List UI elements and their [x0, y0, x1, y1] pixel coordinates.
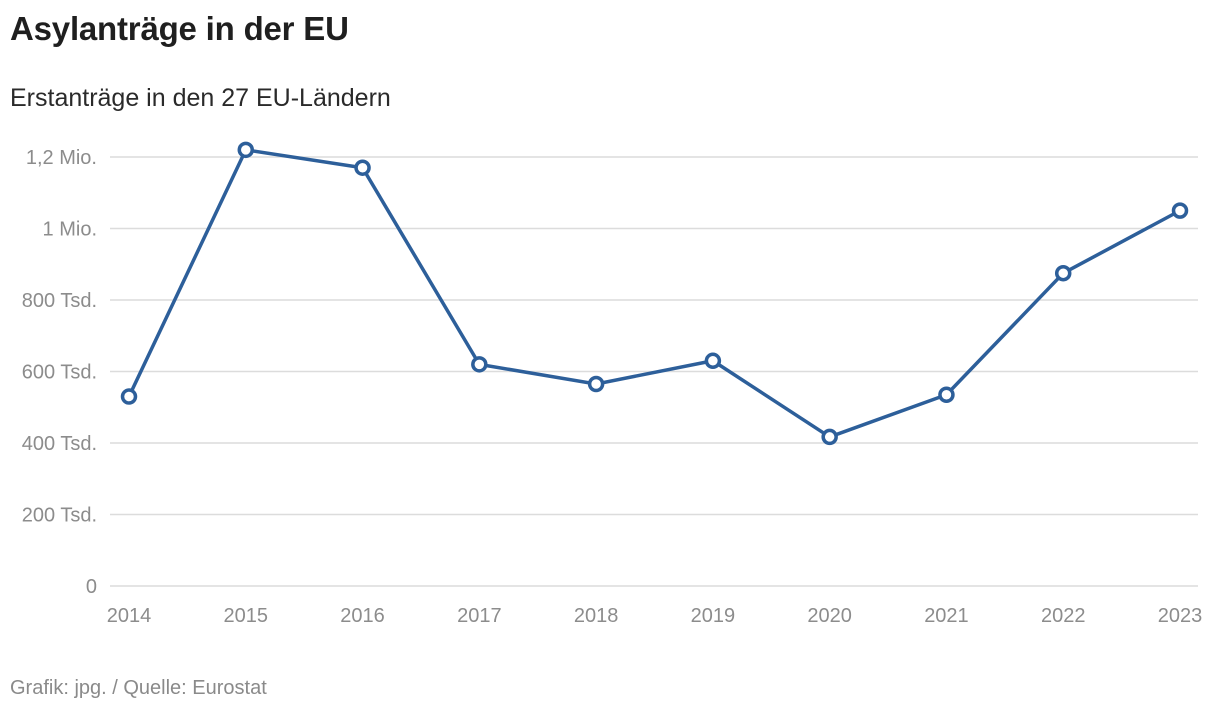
chart-subtitle: Erstanträge in den 27 EU-Ländern — [10, 84, 391, 112]
gridlines — [110, 156, 1198, 587]
x-tick-label: 2018 — [574, 605, 619, 627]
y-axis-ticks: 0 200 Tsd. 400 Tsd. 600 Tsd. 800 Tsd. 1 Mio. 1… — [22, 147, 97, 598]
source-credit: Grafik: jpg. / Quelle: Eurostat — [10, 677, 267, 699]
series-line-layer — [127, 148, 1182, 439]
data-point — [471, 356, 488, 373]
data-point — [120, 388, 138, 405]
y-tick-label: 200 Tsd. — [22, 505, 97, 527]
x-tick-label: 2017 — [457, 605, 502, 627]
chart-title: Asylanträge in der EU — [10, 10, 349, 47]
data-point — [1054, 264, 1072, 282]
x-tick-label: 2019 — [691, 605, 736, 627]
x-axis-ticks: 2014 2015 2016 2017 2018 2019 2020 2021 2022 2023 — [107, 605, 1203, 627]
data-point — [704, 352, 722, 370]
y-tick-label: 800 Tsd. — [22, 290, 97, 312]
y-tick-label: 400 Tsd. — [22, 433, 97, 455]
x-tick-label: 2023 — [1158, 605, 1203, 627]
x-tick-label: 2021 — [924, 605, 969, 627]
y-tick-label: 600 Tsd. — [22, 362, 97, 384]
y-tick-label: 1,2 Mio. — [26, 147, 97, 169]
x-tick-label: 2020 — [807, 605, 852, 627]
y-tick-label: 1 Mio. — [43, 219, 97, 241]
data-point — [354, 159, 371, 176]
series-line — [127, 148, 1182, 439]
x-tick-label: 2016 — [340, 605, 385, 627]
data-point — [938, 386, 955, 403]
y-tick-label: 0 — [86, 576, 97, 598]
data-point — [587, 375, 605, 393]
x-tick-label: 2015 — [224, 605, 269, 627]
x-tick-label: 2014 — [107, 605, 152, 627]
data-point — [821, 428, 838, 446]
x-tick-label: 2022 — [1041, 605, 1086, 627]
data-points — [120, 141, 1189, 446]
data-point — [237, 141, 255, 159]
data-point — [1171, 202, 1189, 219]
